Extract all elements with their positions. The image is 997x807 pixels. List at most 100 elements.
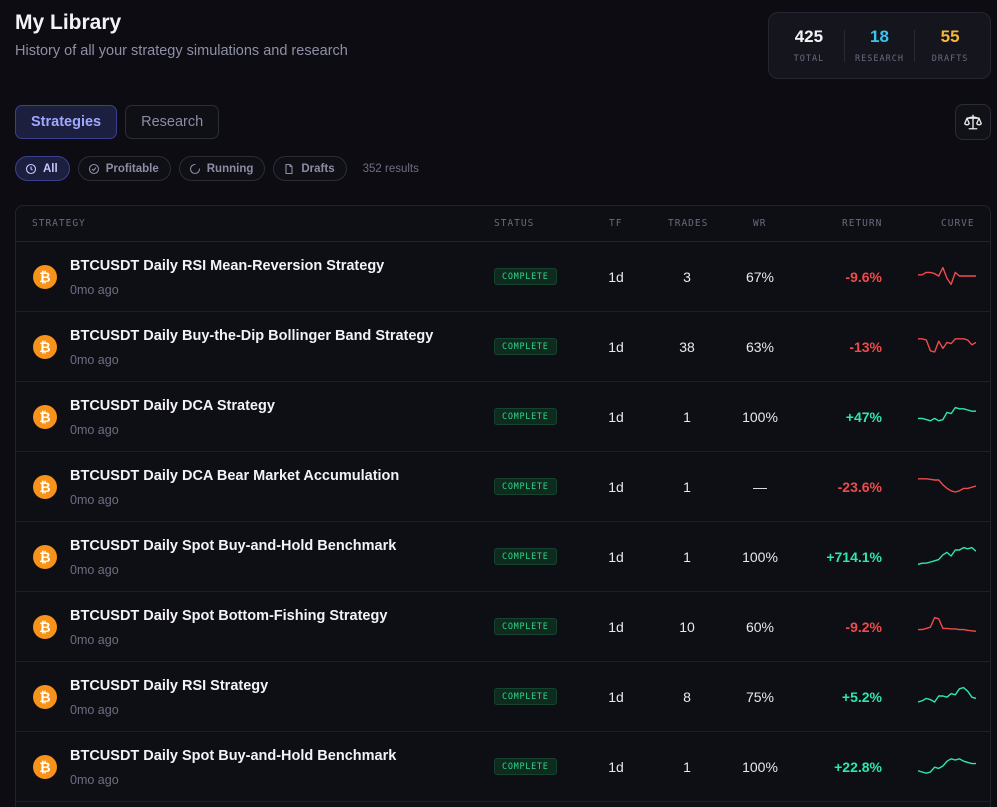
strategy-name[interactable]: BTCUSDT Daily Buy-the-Dip Bollinger Band… (70, 328, 434, 344)
filter-drafts[interactable]: Drafts (273, 156, 347, 181)
filter-profitable[interactable]: Profitable (77, 156, 171, 181)
col-tf[interactable]: TF (609, 218, 623, 229)
spinner-icon (189, 163, 200, 174)
winrate-value: — (753, 479, 767, 495)
equity-curve-sparkline (918, 266, 976, 286)
equity-curve-sparkline (918, 758, 976, 774)
col-status[interactable]: STATUS (494, 218, 535, 229)
timeframe-value: 1d (608, 689, 624, 705)
table-header: STRATEGY STATUS TF TRADES WR RETURN CURV… (16, 206, 990, 242)
strategy-name[interactable]: BTCUSDT Daily RSI Strategy (70, 678, 269, 694)
equity-curve-sparkline (918, 546, 976, 566)
return-value: +714.1% (826, 549, 882, 565)
strategy-name[interactable]: BTCUSDT Daily DCA Bear Market Accumulati… (70, 468, 400, 484)
table-row[interactable]: ₿ BTCUSDT Daily RSI Mean-Reversion Strate… (16, 242, 990, 312)
tab-research[interactable]: Research (125, 105, 220, 139)
stat-drafts: 55 DRAFTS (917, 27, 983, 64)
bitcoin-icon: ₿ (33, 475, 57, 499)
col-curve[interactable]: CURVE (941, 218, 975, 229)
equity-curve-sparkline (918, 686, 976, 703)
strategy-name[interactable]: BTCUSDT Daily Spot Buy-and-Hold Benchmar… (70, 538, 397, 554)
filter-drafts-label: Drafts (301, 162, 335, 175)
winrate-value: 63% (745, 339, 775, 355)
trades-value: 1 (683, 549, 691, 565)
strategy-age: 0mo ago (70, 773, 119, 787)
bitcoin-icon: ₿ (33, 405, 57, 429)
filter-bar: All Profitable Running Drafts 352 result… (15, 156, 419, 181)
table-row[interactable]: ₿ BTCUSDT Daily DCA Bear Market Accumulat… (16, 452, 990, 522)
col-wr[interactable]: WR (753, 218, 767, 229)
table-row[interactable]: ₿ BTCUSDT Daily Spot Buy-and-Hold Benchma… (16, 522, 990, 592)
col-trades[interactable]: TRADES (668, 218, 709, 229)
strategy-age: 0mo ago (70, 283, 119, 297)
return-value: -13% (849, 339, 882, 355)
return-value: +47% (845, 409, 882, 425)
trades-value: 38 (679, 339, 695, 355)
strategy-name[interactable]: BTCUSDT Daily Spot Bottom-Fishing Strate… (70, 608, 388, 624)
trades-value: 8 (683, 689, 691, 705)
bitcoin-icon: ₿ (33, 265, 57, 289)
filter-all[interactable]: All (15, 156, 70, 181)
col-strategy[interactable]: STRATEGY (32, 218, 86, 229)
winrate-value: 100% (742, 759, 778, 775)
return-value: -9.2% (845, 619, 882, 635)
trades-value: 3 (683, 269, 691, 285)
strategy-age: 0mo ago (70, 633, 119, 647)
col-return[interactable]: RETURN (842, 218, 883, 229)
winrate-value: 67% (745, 269, 775, 285)
status-badge: COMPLETE (494, 548, 557, 565)
strategy-age: 0mo ago (70, 563, 119, 577)
timeframe-value: 1d (608, 339, 624, 355)
table-row[interactable]: ₿ BTCUSDT Daily Spot Buy-and-Hold Benchma… (16, 732, 990, 802)
winrate-value: 100% (742, 409, 778, 425)
filter-running-label: Running (206, 162, 254, 175)
stat-divider (914, 29, 916, 62)
scale-icon (964, 114, 982, 130)
table-row[interactable]: ₿ BTCUSDT Daily RSI Strategy 0mo ago COMPLE… (16, 662, 990, 732)
trades-value: 1 (683, 759, 691, 775)
filter-running[interactable]: Running (178, 156, 266, 181)
strategy-name[interactable]: BTCUSDT Daily DCA Strategy (70, 398, 275, 414)
table-row[interactable]: ₿ BTCUSDT Daily Spot Bottom-Fishing Strat… (16, 592, 990, 662)
bitcoin-icon: ₿ (33, 685, 57, 709)
bitcoin-icon: ₿ (33, 615, 57, 639)
tab-strategies[interactable]: Strategies (15, 105, 118, 139)
status-badge: COMPLETE (494, 688, 557, 705)
winrate-value: 60% (745, 619, 775, 635)
trades-value: 1 (683, 479, 691, 495)
table-row[interactable]: ₿ BTCUSDT Daily Buy-the-Dip Bollinger Ban… (16, 312, 990, 382)
stat-research: 18 RESEARCH (846, 27, 912, 64)
stat-research-label: RESEARCH (855, 54, 904, 64)
table-row[interactable]: ₿ BTCUSDT Daily DCA Strategy 0mo ago COMPLE… (16, 382, 990, 452)
strategy-age: 0mo ago (70, 703, 119, 717)
stat-drafts-value: 55 (940, 27, 960, 46)
check-circle-icon (88, 163, 99, 174)
return-value: +5.2% (841, 689, 882, 705)
status-badge: COMPLETE (494, 478, 557, 495)
status-badge: COMPLETE (494, 758, 557, 775)
results-count: 352 results (362, 162, 419, 175)
table-body: ₿ BTCUSDT Daily RSI Mean-Reversion Strate… (16, 242, 990, 802)
stat-total-value: 425 (794, 27, 824, 46)
strategy-name[interactable]: BTCUSDT Daily RSI Mean-Reversion Strateg… (70, 258, 385, 274)
strategy-name[interactable]: BTCUSDT Daily Spot Buy-and-Hold Benchmar… (70, 748, 397, 764)
return-value: -23.6% (837, 479, 882, 495)
trades-value: 1 (683, 409, 691, 425)
return-value: -9.6% (845, 269, 882, 285)
timeframe-value: 1d (608, 479, 624, 495)
equity-curve-sparkline (918, 406, 976, 422)
strategy-age: 0mo ago (70, 493, 119, 507)
strategy-table: STRATEGY STATUS TF TRADES WR RETURN CURV… (15, 205, 991, 807)
page-subtitle: History of all your strategy simulations… (15, 43, 348, 59)
bitcoin-icon: ₿ (33, 545, 57, 569)
equity-curve-sparkline (918, 616, 976, 632)
stat-total: 425 TOTAL (776, 27, 842, 64)
stat-total-label: TOTAL (793, 54, 825, 64)
strategy-age: 0mo ago (70, 423, 119, 437)
stat-divider (843, 29, 845, 62)
compare-button[interactable] (955, 104, 991, 140)
stats-panel: 425 TOTAL 18 RESEARCH 55 DRAFTS (768, 12, 991, 79)
timeframe-value: 1d (608, 409, 624, 425)
status-badge: COMPLETE (494, 268, 557, 285)
status-badge: COMPLETE (494, 618, 557, 635)
